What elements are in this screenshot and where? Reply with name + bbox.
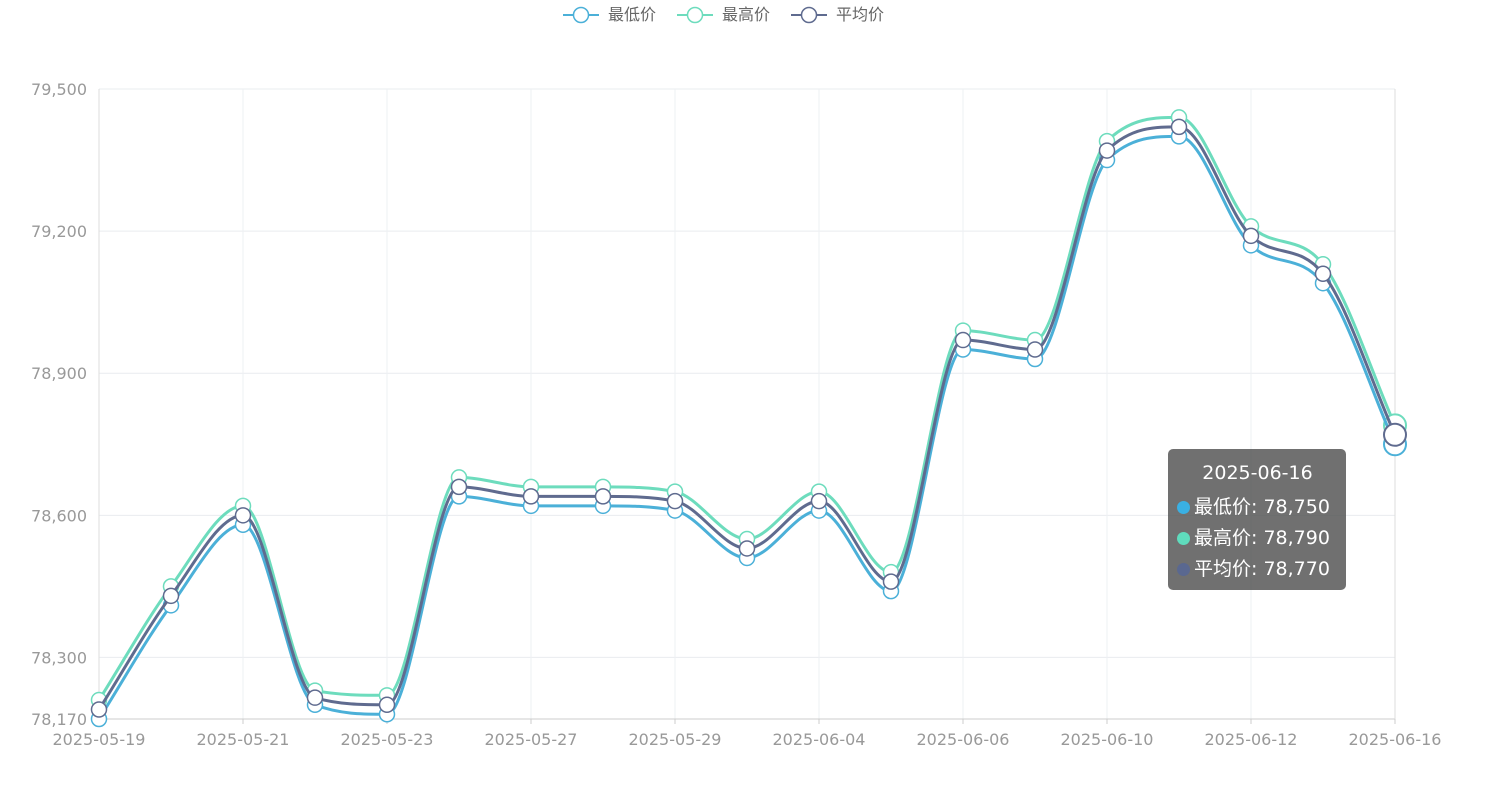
data-point (234, 507, 252, 524)
y-tick-label: 78,170 (31, 710, 87, 729)
legend-item[interactable]: 最高价 (677, 5, 770, 24)
series-avg (90, 118, 1407, 718)
legend-label: 平均价 (836, 5, 884, 24)
data-point (666, 492, 684, 510)
data-point (810, 492, 828, 510)
tooltip-row-min: 最低价: 78,750 (1177, 492, 1338, 523)
tooltip-row-max: 最高价: 78,790 (1177, 523, 1338, 554)
x-tick-label: 2025-06-16 (1349, 730, 1442, 749)
legend-item[interactable]: 最低价 (563, 5, 656, 24)
x-tick-label: 2025-06-04 (773, 730, 866, 749)
tooltip-row-label: 最高价: 78,790 (1194, 527, 1330, 549)
x-tick-label: 2025-06-06 (917, 730, 1010, 749)
data-point (522, 488, 540, 505)
data-point (954, 331, 972, 349)
legend-marker-icon (800, 6, 818, 24)
data-point (1098, 142, 1116, 159)
data-point (1026, 341, 1044, 358)
x-tick-label: 2025-06-12 (1205, 730, 1298, 749)
data-point (450, 478, 468, 496)
y-tick-label: 78,300 (31, 648, 87, 667)
data-point (1383, 422, 1407, 447)
tooltip-row-label: 平均价: 78,770 (1194, 558, 1330, 580)
data-point (1170, 118, 1188, 136)
grid (98, 88, 1396, 720)
tooltip-dot-avg (1177, 563, 1190, 576)
data-point (1314, 265, 1332, 282)
y-tick-label: 79,500 (31, 80, 87, 99)
series-max (90, 109, 1407, 709)
x-tick-label: 2025-05-23 (341, 730, 434, 749)
tooltip-dot-max (1177, 532, 1190, 545)
series-line (97, 134, 1397, 720)
tooltip: 2025-06-16 最低价: 78,750 最高价: 78,790 平均价: … (1168, 449, 1346, 590)
legend-item[interactable]: 平均价 (791, 5, 884, 24)
data-point (90, 701, 108, 718)
x-tick-label: 2025-06-10 (1061, 730, 1154, 749)
legend-marker-icon (686, 6, 704, 24)
data-point (594, 488, 612, 505)
series-line (97, 115, 1397, 701)
x-tick-label: 2025-05-19 (53, 730, 146, 749)
x-tick-label: 2025-05-29 (629, 730, 722, 749)
data-point (882, 573, 900, 590)
legend-label: 最高价 (722, 5, 770, 24)
x-tick-label: 2025-05-21 (197, 730, 290, 749)
data-point (1242, 227, 1260, 245)
tooltip-row-avg: 平均价: 78,770 (1177, 554, 1338, 585)
data-point (378, 696, 396, 714)
data-point (162, 587, 180, 605)
y-tick-label: 78,900 (31, 364, 87, 383)
tooltip-title: 2025-06-16 (1202, 462, 1313, 484)
y-tick-label: 78,600 (31, 506, 87, 525)
tooltip-row-label: 最低价: 78,750 (1194, 496, 1330, 518)
axes: 78,170 78,300 78,600 78,900 79,200 79,500 2025… (31, 80, 1441, 749)
legend-label: 最低价 (608, 5, 656, 24)
series-line (97, 125, 1397, 711)
tooltip-dot-min (1177, 501, 1190, 514)
y-tick-label: 79,200 (31, 222, 87, 241)
legend-marker-icon (572, 6, 590, 24)
x-tick-label: 2025-05-27 (485, 730, 578, 749)
data-point (306, 689, 324, 706)
series (90, 109, 1407, 728)
legend[interactable]: 最低价 最高价 平均价 (563, 5, 884, 24)
data-point (738, 540, 756, 557)
